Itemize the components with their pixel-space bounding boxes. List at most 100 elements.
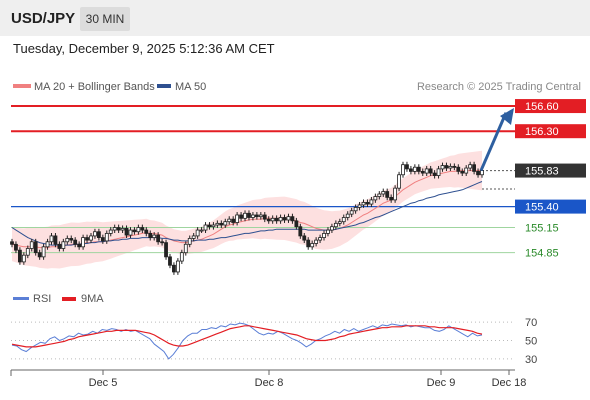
candle-body [270, 217, 275, 222]
legend-rsi-label: RSI [33, 293, 51, 305]
candle-body [53, 235, 58, 245]
candle-body [168, 256, 172, 266]
candle-body [41, 246, 46, 258]
candle-body [318, 237, 322, 241]
x-tick-label-0: Dec 5 [89, 377, 118, 389]
level-lines [11, 105, 515, 254]
candle-body [472, 164, 477, 172]
candle-body [306, 239, 311, 248]
candle-body [207, 224, 212, 228]
candle-body [25, 248, 30, 256]
level-badge-support-3 [515, 199, 586, 214]
candle-body [294, 220, 299, 228]
credit-label: Research © 2025 Trading Central [417, 81, 581, 93]
candle-body [436, 168, 441, 176]
candle-body [448, 165, 453, 169]
candle-body [160, 241, 164, 244]
rsi-tick-50: 50 [525, 336, 537, 348]
candle-body [476, 171, 480, 176]
candle-body [10, 241, 14, 245]
candle-body [211, 224, 216, 228]
candle-body [81, 237, 85, 248]
candle-body [468, 164, 473, 169]
candle-body [69, 238, 74, 241]
level-label-support-4: 155.15 [525, 223, 559, 235]
candle-body [330, 226, 334, 231]
candle-body [104, 233, 109, 242]
bollinger-band-area [12, 150, 482, 269]
rsi-panel: 70 50 30 [11, 317, 537, 366]
level-label-resistance-0: 156.60 [525, 101, 559, 113]
candle-body [361, 202, 366, 206]
candle-body [21, 254, 26, 263]
candle-body [262, 214, 267, 220]
x-axis: Dec 5 Dec 8 Dec 9 Dec 18 [10, 369, 527, 389]
candle-body [120, 227, 125, 231]
candle-body [322, 233, 326, 238]
arrow-head [500, 108, 514, 125]
level-label-resistance-1: 156.30 [525, 126, 559, 138]
candle-body [93, 231, 97, 237]
candle-body [144, 229, 149, 234]
candle-body [85, 237, 89, 241]
candle-body [365, 202, 370, 205]
currency-pair-title: USD/JPY [11, 10, 76, 27]
candle-body [341, 217, 346, 223]
candle-body [140, 227, 145, 231]
candle-body [389, 196, 394, 201]
candle-body [326, 229, 330, 234]
candle-body [290, 216, 295, 222]
candle-body [96, 231, 101, 238]
candle-body [266, 218, 271, 222]
rsi-tick-70: 70 [525, 317, 537, 329]
candle-body [310, 243, 315, 248]
legend-9ma-label: 9MA [81, 293, 104, 305]
candle-body [286, 216, 291, 221]
candle-body [191, 235, 196, 239]
main-legend: MA 20 + Bollinger Bands MA 50 [13, 81, 206, 93]
candle-body [100, 237, 105, 242]
x-tick-label-2: Dec 9 [427, 377, 456, 389]
x-tick-label-3: Dec 18 [492, 377, 527, 389]
timeframe-badge[interactable]: 30 MIN [80, 7, 130, 31]
candle-body [179, 252, 184, 262]
rsi-tick-30: 30 [525, 354, 537, 366]
candle-body [17, 249, 22, 263]
candle-body [164, 242, 168, 258]
datetime-label: Tuesday, December 9, 2025 5:12:36 AM CET [13, 41, 275, 56]
legend-ma50-label: MA 50 [175, 81, 206, 93]
header-bar: USD/JPY 30 MIN [0, 0, 590, 36]
candle-body [282, 217, 287, 221]
candle-body [33, 241, 38, 254]
legend-ma20-label: MA 20 + Bollinger Bands [34, 81, 155, 93]
candle-body [369, 199, 374, 205]
candle-body [274, 217, 279, 222]
rsi-line [11, 322, 483, 360]
candle-body [401, 164, 405, 176]
candle-body [247, 212, 251, 218]
rsi-ma-line [11, 325, 483, 348]
candle-body [460, 171, 465, 174]
level-badge-current [515, 163, 586, 178]
candle-body [428, 168, 433, 174]
level-badge-resistance-0 [515, 99, 586, 114]
candle-body [223, 221, 228, 226]
legend-ma50-swatch [157, 84, 171, 88]
candle-body [314, 239, 319, 244]
candle-body [187, 238, 192, 245]
candle-body [37, 252, 42, 258]
candle-body [349, 210, 354, 215]
arrow-shaft [479, 112, 508, 172]
candle-body [195, 229, 200, 237]
candle-body [381, 191, 386, 195]
level-badge-resistance-1 [515, 124, 586, 139]
candle-body [132, 229, 137, 233]
moving-averages [11, 170, 483, 249]
candle-body [199, 229, 204, 232]
candle-body [219, 222, 224, 226]
candle-body [243, 212, 247, 219]
candle-body [373, 196, 378, 201]
candle-body [464, 167, 469, 174]
candle-body [148, 233, 153, 238]
